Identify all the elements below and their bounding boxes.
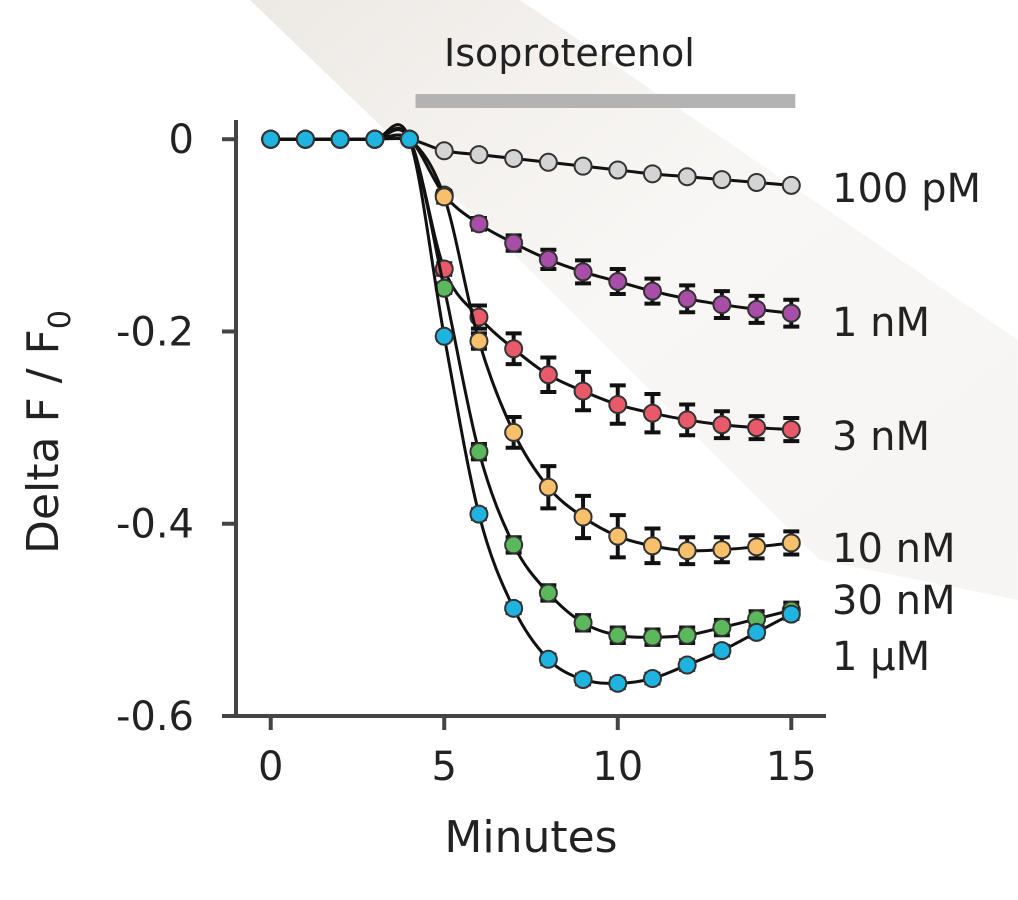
data-point: [538, 365, 558, 385]
data-point: [504, 422, 524, 442]
data-point: [642, 403, 662, 423]
data-point: [677, 625, 697, 645]
series-label: 10 nM: [832, 526, 955, 572]
series-label: 1 nM: [832, 300, 930, 346]
data-point: [677, 289, 697, 309]
data-point: [608, 625, 628, 645]
data-point: [538, 152, 558, 172]
isoproterenol-bar: [415, 94, 796, 108]
series-label: 1 μM: [832, 634, 930, 680]
data-point: [573, 262, 593, 282]
data-point: [469, 145, 489, 165]
data-point: [504, 148, 524, 168]
data-point: [504, 233, 524, 253]
data-point: [781, 420, 801, 440]
data-point: [573, 156, 593, 176]
data-point: [712, 540, 732, 560]
data-point: [642, 164, 662, 184]
y-tick-label: 0: [169, 117, 194, 163]
data-point: [434, 141, 454, 161]
y-axis-title-main: Delta F / F: [18, 329, 69, 554]
series-label: 3 nM: [832, 414, 930, 460]
data-point: [434, 326, 454, 346]
series-label: 30 nM: [832, 578, 955, 624]
data-point: [504, 339, 524, 359]
y-ticks: 0 -0.2 -0.4 -0.6: [116, 117, 236, 740]
data-point: [573, 507, 593, 527]
data-point: [434, 187, 454, 207]
data-point: [261, 129, 281, 149]
series-1-μM: 1 μM: [261, 123, 930, 693]
data-point: [712, 618, 732, 638]
data-point: [712, 641, 732, 661]
data-point: [330, 129, 350, 149]
x-tick-label: 0: [258, 744, 283, 790]
data-point: [538, 477, 558, 497]
y-tick-label: -0.2: [116, 309, 194, 355]
data-point: [642, 627, 662, 647]
data-point: [747, 299, 767, 319]
data-point: [365, 129, 385, 149]
data-point: [608, 673, 628, 693]
data-point: [400, 129, 420, 149]
data-point: [504, 598, 524, 618]
data-point: [608, 271, 628, 291]
x-tick-label: 15: [766, 744, 817, 790]
y-axis-title-subscript: 0: [43, 310, 78, 329]
x-ticks: 0 5 10 15: [258, 716, 817, 790]
data-point: [781, 533, 801, 553]
data-point: [747, 172, 767, 192]
data-point: [747, 418, 767, 438]
data-point: [781, 604, 801, 624]
data-point: [642, 669, 662, 689]
data-point: [747, 622, 767, 642]
data-point: [538, 649, 558, 669]
data-point: [504, 535, 524, 555]
series-10-nM: 10 nM: [261, 129, 955, 572]
data-point: [747, 537, 767, 557]
data-point: [538, 249, 558, 269]
data-point: [712, 415, 732, 435]
data-point: [608, 160, 628, 180]
y-tick-label: -0.4: [116, 502, 194, 548]
data-point: [573, 381, 593, 401]
x-tick-label: 5: [432, 744, 457, 790]
data-point: [608, 526, 628, 546]
data-point: [295, 129, 315, 149]
data-point: [469, 331, 489, 351]
isoproterenol-label: Isoproterenol: [444, 31, 695, 75]
data-point: [608, 395, 628, 415]
x-axis-title: Minutes: [444, 812, 617, 863]
y-axis-title: Delta F / F0: [18, 310, 78, 554]
data-point: [677, 410, 697, 430]
data-point: [712, 170, 732, 190]
data-point: [573, 613, 593, 633]
series-group: 100 pM 1 nM 3 nM 10 nM 30 nM 1 μM: [261, 123, 981, 693]
y-tick-label: -0.6: [116, 694, 194, 740]
data-point: [469, 504, 489, 524]
x-tick-label: 10: [592, 744, 643, 790]
data-point: [677, 167, 697, 187]
data-point: [677, 541, 697, 561]
series-label: 100 pM: [832, 166, 981, 212]
data-point: [642, 536, 662, 556]
data-point: [781, 303, 801, 323]
data-point: [538, 583, 558, 603]
data-point: [573, 669, 593, 689]
data-point: [712, 295, 732, 315]
data-point: [677, 655, 697, 675]
data-point: [469, 214, 489, 234]
data-point: [642, 281, 662, 301]
data-point: [469, 442, 489, 462]
data-point: [781, 175, 801, 195]
